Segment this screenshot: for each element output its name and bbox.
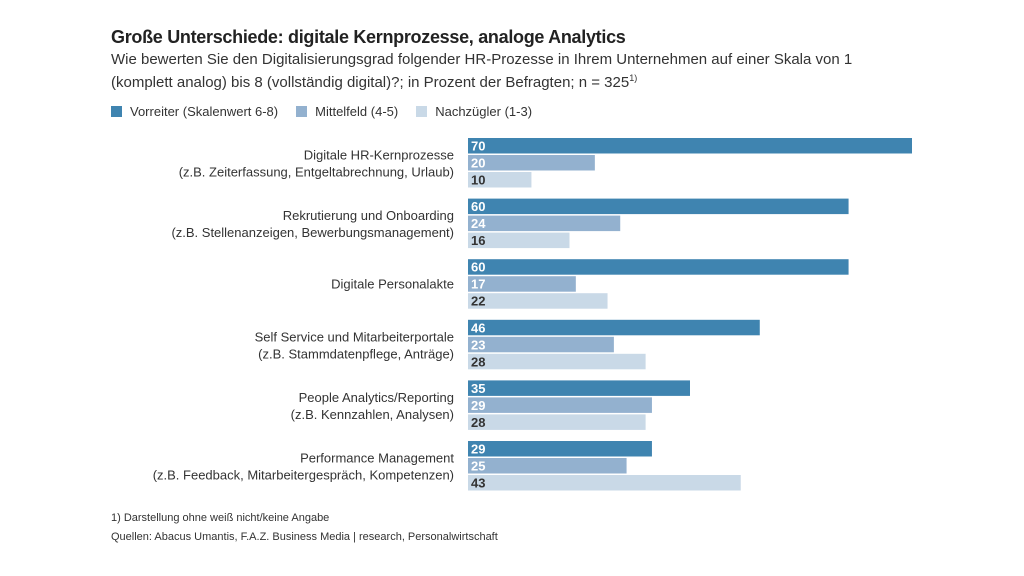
category-sublabel: (z.B. Feedback, Mitarbeitergespräch, Kom…: [153, 468, 454, 483]
bar: [468, 380, 690, 396]
data-label: 10: [471, 173, 485, 188]
data-label: 70: [471, 139, 485, 154]
bar: [468, 155, 595, 171]
legend-swatch: [296, 106, 308, 117]
bar: [468, 172, 532, 188]
category-label: People Analytics/Reporting: [299, 390, 454, 405]
footnote: 1) Darstellung ohne weiß nicht/keine Ang…: [111, 512, 330, 524]
bar: [468, 441, 652, 457]
bar: [468, 259, 849, 275]
data-label: 28: [471, 415, 485, 430]
bar: [468, 276, 576, 292]
data-label: 22: [471, 294, 485, 309]
chart-subtitle: Wie bewerten Sie den Digitalisierungsgra…: [111, 50, 871, 92]
legend-label: Mittelfeld (4-5): [315, 104, 399, 119]
category-label: Digitale Personalakte: [331, 277, 454, 292]
bar: [468, 198, 849, 215]
bar: [468, 232, 570, 249]
category-sublabel: (z.B. Zeiterfassung, Entgeltabrechnung, …: [179, 165, 454, 180]
data-label: 43: [471, 476, 485, 491]
data-label: 29: [471, 442, 485, 457]
legend-label: Nachzügler (1-3): [435, 104, 533, 119]
legend-label: Vorreiter (Skalenwert 6-8): [130, 104, 279, 119]
category-sublabel: (z.B. Kennzahlen, Analysen): [291, 407, 454, 422]
bar: [468, 293, 608, 309]
bar: [468, 215, 621, 232]
category-sublabel: (z.B. Stammdatenpflege, Anträge): [258, 346, 454, 361]
category-label: Digitale HR-Kernprozesse: [304, 148, 454, 163]
category-label: Rekrutierung und Onboarding: [283, 208, 454, 223]
legend-item-vorreiter: Vorreiter (Skalenwert 6-8): [111, 104, 278, 119]
source: Quellen: Abacus Umantis, F.A.Z. Business…: [111, 531, 498, 543]
data-label: 28: [471, 354, 485, 369]
bar: [468, 475, 741, 491]
legend: Vorreiter (Skalenwert 6-8) Mittelfeld (4…: [111, 104, 532, 119]
legend-item-nachzuegler: Nachzügler (1-3): [416, 104, 532, 119]
data-label: 23: [471, 337, 485, 352]
data-label: 20: [471, 156, 485, 171]
subtitle-text: Wie bewerten Sie den Digitalisierungsgra…: [111, 51, 853, 91]
data-label: 16: [471, 233, 485, 248]
data-label: 60: [471, 260, 485, 275]
bar: [468, 138, 912, 154]
legend-swatch: [111, 106, 122, 117]
bar: [468, 458, 627, 474]
category-label: Self Service und Mitarbeiterportale: [255, 329, 454, 344]
bar: [468, 353, 646, 370]
category-label: Performance Management: [300, 451, 454, 466]
data-label: 29: [471, 398, 485, 413]
bar: [468, 336, 614, 353]
legend-item-mittelfeld: Mittelfeld (4-5): [296, 104, 398, 119]
data-label: 17: [471, 277, 485, 292]
bar: [468, 414, 646, 430]
data-label: 46: [471, 320, 485, 335]
bar: [468, 397, 652, 413]
subtitle-footnote-mark: 1): [629, 73, 638, 83]
category-sublabel: (z.B. Stellenanzeigen, Bewerbungsmanagem…: [171, 225, 454, 240]
data-label: 25: [471, 459, 485, 474]
bar: [468, 319, 760, 336]
chart-title: Große Unterschiede: digitale Kernprozess…: [111, 27, 626, 47]
data-label: 60: [471, 199, 485, 214]
data-label: 24: [471, 216, 486, 231]
data-label: 35: [471, 381, 485, 396]
legend-swatch: [416, 106, 428, 117]
